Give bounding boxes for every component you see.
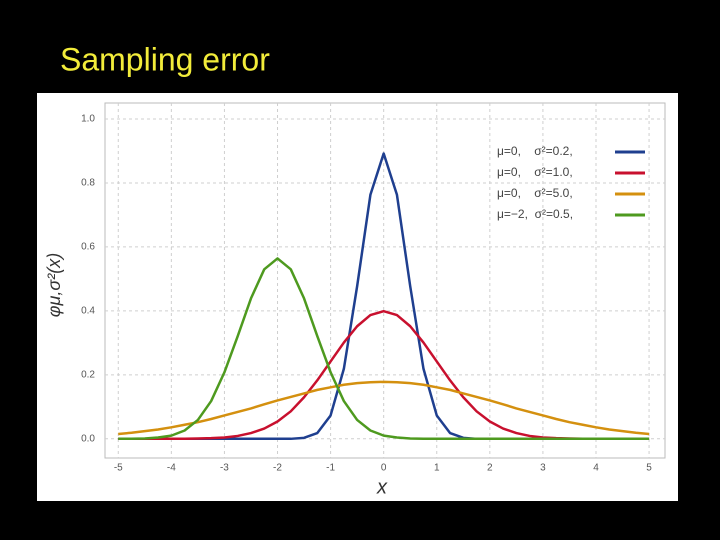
x-tick-label: -5 <box>114 463 123 474</box>
x-tick-label: 2 <box>487 463 493 474</box>
x-tick-label: -2 <box>273 463 282 474</box>
legend-label: μ=0, σ²=1.0, <box>497 165 573 179</box>
y-tick-label: 0.4 <box>81 306 95 317</box>
x-tick-label: -4 <box>167 463 176 474</box>
x-tick-label: 3 <box>540 463 546 474</box>
x-tick-label: -1 <box>326 463 335 474</box>
y-tick-label: 1.0 <box>81 114 95 125</box>
y-tick-label: 0.2 <box>81 369 95 380</box>
y-tick-label: 0.8 <box>81 178 95 189</box>
series-line <box>118 380 650 436</box>
x-tick-label: 0 <box>381 463 387 474</box>
y-tick-label: 0.6 <box>81 242 95 253</box>
y-axis-label: φμ,σ²(x) <box>44 253 64 317</box>
x-tick-label: -3 <box>220 463 229 474</box>
x-axis-label: x <box>376 476 388 498</box>
legend-label: μ=−2, σ²=0.5, <box>497 207 573 221</box>
legend-label: μ=0, σ²=5.0, <box>497 186 573 200</box>
legend-label: μ=0, σ²=0.2, <box>497 144 573 158</box>
slide-title: Sampling error <box>60 41 270 77</box>
series-line <box>118 257 650 441</box>
x-tick-label: 4 <box>593 463 599 474</box>
x-tick-label: 1 <box>434 463 440 474</box>
plot-area <box>104 102 666 459</box>
y-tick-label: 0.0 <box>81 433 95 444</box>
x-tick-label: 5 <box>646 463 652 474</box>
